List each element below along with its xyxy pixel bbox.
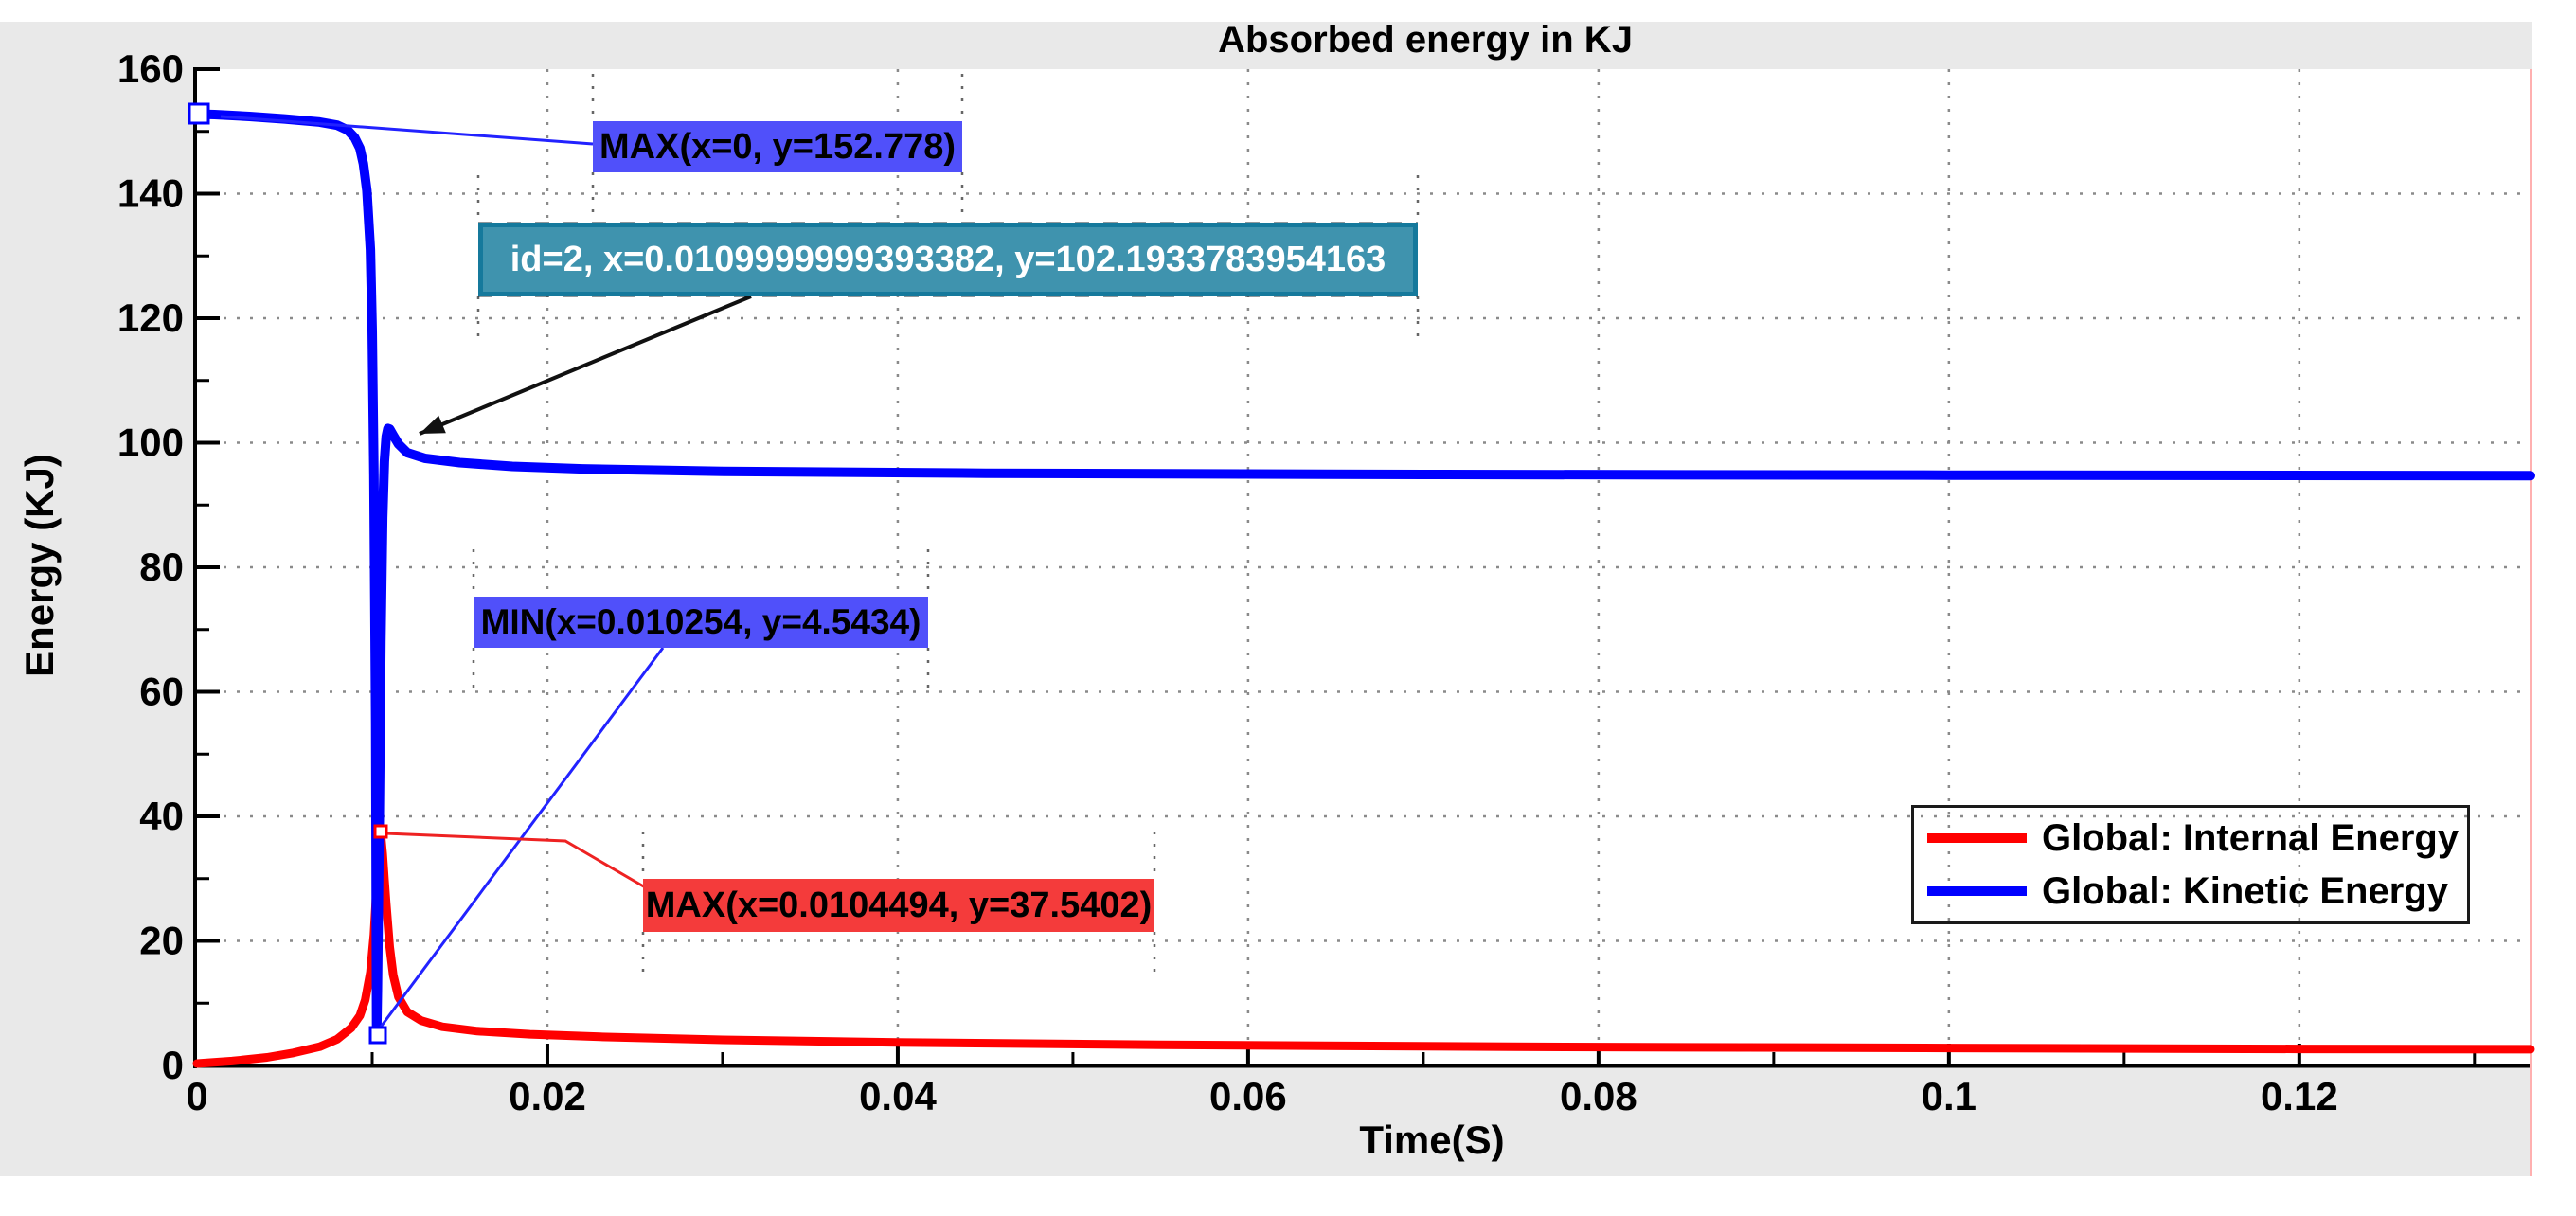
- y-tick-label: 160: [117, 46, 184, 91]
- y-tick-label: 80: [139, 545, 184, 589]
- kinetic-energy-curve[interactable]: [192, 109, 2535, 1043]
- legend-line-sample-internal: [1927, 833, 2027, 843]
- y-tick-label: 140: [117, 171, 184, 216]
- x-tick-label: 0.06: [1209, 1074, 1287, 1118]
- internal-energy-curve[interactable]: [192, 827, 2535, 1068]
- x-tick-label: 0.12: [2261, 1074, 2338, 1118]
- annotation-leader-line: [419, 295, 752, 436]
- legend-label-kinetic: Global: Kinetic Energy: [2042, 870, 2448, 912]
- x-tick-label: 0: [186, 1074, 207, 1118]
- y-tick-label: 100: [117, 420, 184, 465]
- legend-row-internal-energy[interactable]: Global: Internal Energy: [1927, 816, 2467, 860]
- annotation-datatip-id2[interactable]: id=2, x=0.0109999999393382, y=102.193378…: [478, 223, 1418, 296]
- annotation-min-kinetic[interactable]: MIN(x=0.010254, y=4.5434): [474, 597, 928, 648]
- legend[interactable]: Global: Internal Energy Global: Kinetic …: [1911, 805, 2470, 924]
- chart-title: Absorbed energy in KJ: [1218, 19, 1633, 61]
- annotation-leader-line: [220, 115, 594, 146]
- x-tick-label: 0.1: [1922, 1074, 1977, 1118]
- annotation-datatip-id2-text: id=2, x=0.0109999999393382, y=102.193378…: [510, 239, 1386, 279]
- legend-row-kinetic-energy[interactable]: Global: Kinetic Energy: [1927, 869, 2467, 913]
- y-tick-label: 40: [139, 794, 184, 838]
- annotation-leader-line: [385, 832, 648, 890]
- y-tick-label: 60: [139, 670, 184, 714]
- y-axis-label: Energy (KJ): [17, 454, 62, 677]
- data-point-marker[interactable]: [188, 102, 210, 125]
- annotation-max-kinetic-text: MAX(x=0, y=152.778): [599, 126, 957, 167]
- legend-label-internal: Global: Internal Energy: [2042, 817, 2460, 859]
- annotation-max-internal[interactable]: MAX(x=0.0104494, y=37.5402): [643, 879, 1154, 932]
- y-tick-label: 0: [162, 1043, 184, 1087]
- arrowhead: [420, 415, 446, 434]
- annotation-max-kinetic[interactable]: MAX(x=0, y=152.778): [593, 121, 962, 172]
- x-tick-label: 0.04: [859, 1074, 937, 1118]
- data-point-marker[interactable]: [373, 824, 388, 839]
- data-point-marker[interactable]: [368, 1026, 387, 1045]
- x-tick-label: 0.02: [509, 1074, 586, 1118]
- x-axis-label: Time(S): [1359, 1118, 1505, 1162]
- annotation-max-internal-text: MAX(x=0.0104494, y=37.5402): [645, 885, 1153, 925]
- legend-line-sample-kinetic: [1927, 886, 2027, 896]
- annotation-min-kinetic-text: MIN(x=0.010254, y=4.5434): [480, 602, 921, 641]
- x-tick-label: 0.08: [1560, 1074, 1637, 1118]
- y-tick-label: 20: [139, 919, 184, 963]
- y-tick-label: 120: [117, 295, 184, 340]
